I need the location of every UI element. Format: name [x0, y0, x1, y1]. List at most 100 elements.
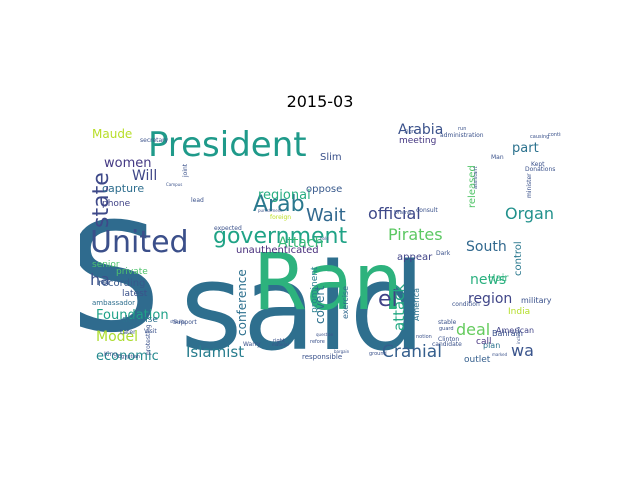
cloud-word: Maude — [92, 127, 132, 141]
cloud-word: S — [80, 192, 161, 363]
cloud-word: Later — [120, 329, 136, 336]
cloud-word: el — [378, 287, 398, 312]
cloud-word: Bahrain — [492, 329, 523, 338]
cloud-word: responsible — [302, 353, 342, 361]
cloud-word: Pirates — [388, 225, 443, 244]
cloud-word: Sign — [404, 129, 415, 135]
cloud-word: meeting — [399, 136, 436, 146]
cloud-word: part — [512, 141, 539, 156]
cloud-word: Foundation — [96, 308, 169, 323]
cloud-word: Organ — [505, 204, 554, 223]
cloud-word: call — [476, 337, 491, 347]
cloud-word: Drama — [394, 210, 411, 216]
cloud-word: oppose — [306, 184, 342, 195]
cloud-word: minister — [526, 173, 533, 198]
cloud-word: question — [316, 332, 334, 337]
cloud-word: King — [104, 351, 117, 358]
cloud-word: Kept — [531, 161, 545, 168]
cloud-word: appear — [397, 252, 433, 263]
cloud-word: refore — [310, 339, 325, 345]
cloud-word: India — [508, 307, 530, 317]
cloud-word: deal — [456, 320, 490, 339]
cloud-word: guard — [439, 326, 454, 332]
cloud-word: covert — [313, 286, 327, 324]
cloud-word: recording — [98, 278, 145, 289]
cloud-word: Ran — [253, 238, 403, 328]
cloud-word: foreign — [270, 214, 291, 221]
cloud-word: Hair — [488, 273, 509, 284]
cloud-word: official — [368, 204, 421, 223]
cloud-word: defense — [122, 315, 158, 325]
cloud-word: Arab — [253, 192, 305, 217]
cloud-word: military — [521, 296, 552, 305]
cloud-word: Slim — [320, 152, 342, 163]
cloud-word: material — [272, 342, 289, 347]
cloud-word: ambassador — [92, 299, 135, 307]
cloud-word: women — [104, 156, 152, 171]
cloud-word: exercise — [341, 286, 350, 319]
cloud-title: 2015-03 — [286, 92, 354, 111]
cloud-word: American — [496, 326, 534, 335]
cloud-word: causing — [530, 134, 549, 140]
cloud-word: continued — [548, 132, 561, 138]
cloud-word: government — [213, 224, 347, 249]
cloud-word: released — [467, 165, 478, 208]
cloud-word: Egyptian — [118, 354, 140, 360]
cloud-word: Attach — [278, 235, 323, 251]
cloud-word: private — [116, 267, 148, 277]
cloud-word: lead — [191, 197, 204, 204]
cloud-word: run — [458, 126, 466, 132]
cloud-word: bargain — [334, 349, 350, 354]
cloud-word: Islamist — [186, 343, 244, 361]
cloud-word: President — [148, 125, 307, 165]
cloud-word: stable — [438, 319, 457, 326]
cloud-word: marked — [492, 352, 508, 357]
cloud-word: included — [516, 327, 521, 344]
cloud-word: condition — [452, 301, 480, 308]
cloud-word: control — [513, 241, 524, 276]
cloud-word: attack — [390, 284, 408, 331]
cloud-word: joint — [182, 163, 189, 178]
cloud-word: America — [412, 288, 421, 321]
cloud-word: said — [180, 239, 426, 363]
cloud-word: Cranial — [382, 342, 442, 362]
cloud-word: Man — [491, 154, 504, 161]
cloud-word: ha — [90, 270, 110, 289]
cloud-word: plan — [483, 341, 500, 350]
cloud-word: protesting — [145, 324, 152, 355]
cloud-word: Campus — [166, 182, 182, 187]
cloud-word: conference — [235, 269, 249, 336]
cloud-word: notion — [416, 334, 432, 340]
cloud-word: Model — [96, 329, 138, 345]
cloud-word: administration — [440, 132, 484, 139]
cloud-word: candidate — [432, 341, 462, 348]
cloud-word: Warry — [243, 341, 261, 348]
cloud-word: senior — [92, 260, 120, 270]
cloud-word: regional — [258, 188, 311, 203]
cloud-word: United — [90, 225, 189, 260]
cloud-word: Visit — [144, 328, 157, 335]
cloud-word: right — [273, 338, 285, 344]
cloud-word: expected — [214, 225, 242, 232]
word-cloud: said S Ran President United government Arab sta… — [80, 116, 561, 363]
cloud-word: ground — [369, 351, 387, 357]
cloud-word: Donations — [525, 166, 555, 173]
cloud-word: hold — [320, 236, 329, 241]
cloud-word: unauthenticated — [236, 245, 319, 256]
cloud-word: capture — [102, 182, 144, 195]
cloud-word: secretary — [140, 137, 169, 144]
cloud-word: Dark — [436, 250, 451, 257]
cloud-word: Wait — [306, 205, 346, 226]
cloud-word: news — [470, 272, 506, 288]
cloud-word: Arabia — [398, 122, 443, 138]
cloud-word: economic — [96, 349, 159, 363]
cloud-word: outlet — [464, 355, 491, 363]
cloud-word: consult — [416, 207, 438, 214]
cloud-word: Support — [173, 319, 197, 326]
cloud-word: region — [468, 291, 512, 307]
cloud-word: phone — [102, 199, 131, 209]
cloud-word: prominent — [310, 266, 320, 313]
cloud-word: wa — [511, 341, 534, 360]
cloud-word: Clinton — [438, 336, 459, 343]
